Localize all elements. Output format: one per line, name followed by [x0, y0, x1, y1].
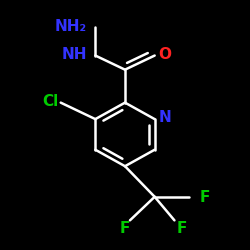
Text: F: F	[177, 221, 187, 236]
Text: F: F	[199, 190, 209, 206]
Text: N: N	[158, 110, 171, 126]
Text: NH₂: NH₂	[54, 18, 87, 34]
Text: O: O	[158, 47, 172, 62]
Text: Cl: Cl	[43, 94, 59, 109]
Text: F: F	[120, 221, 130, 236]
Text: NH: NH	[61, 47, 87, 62]
